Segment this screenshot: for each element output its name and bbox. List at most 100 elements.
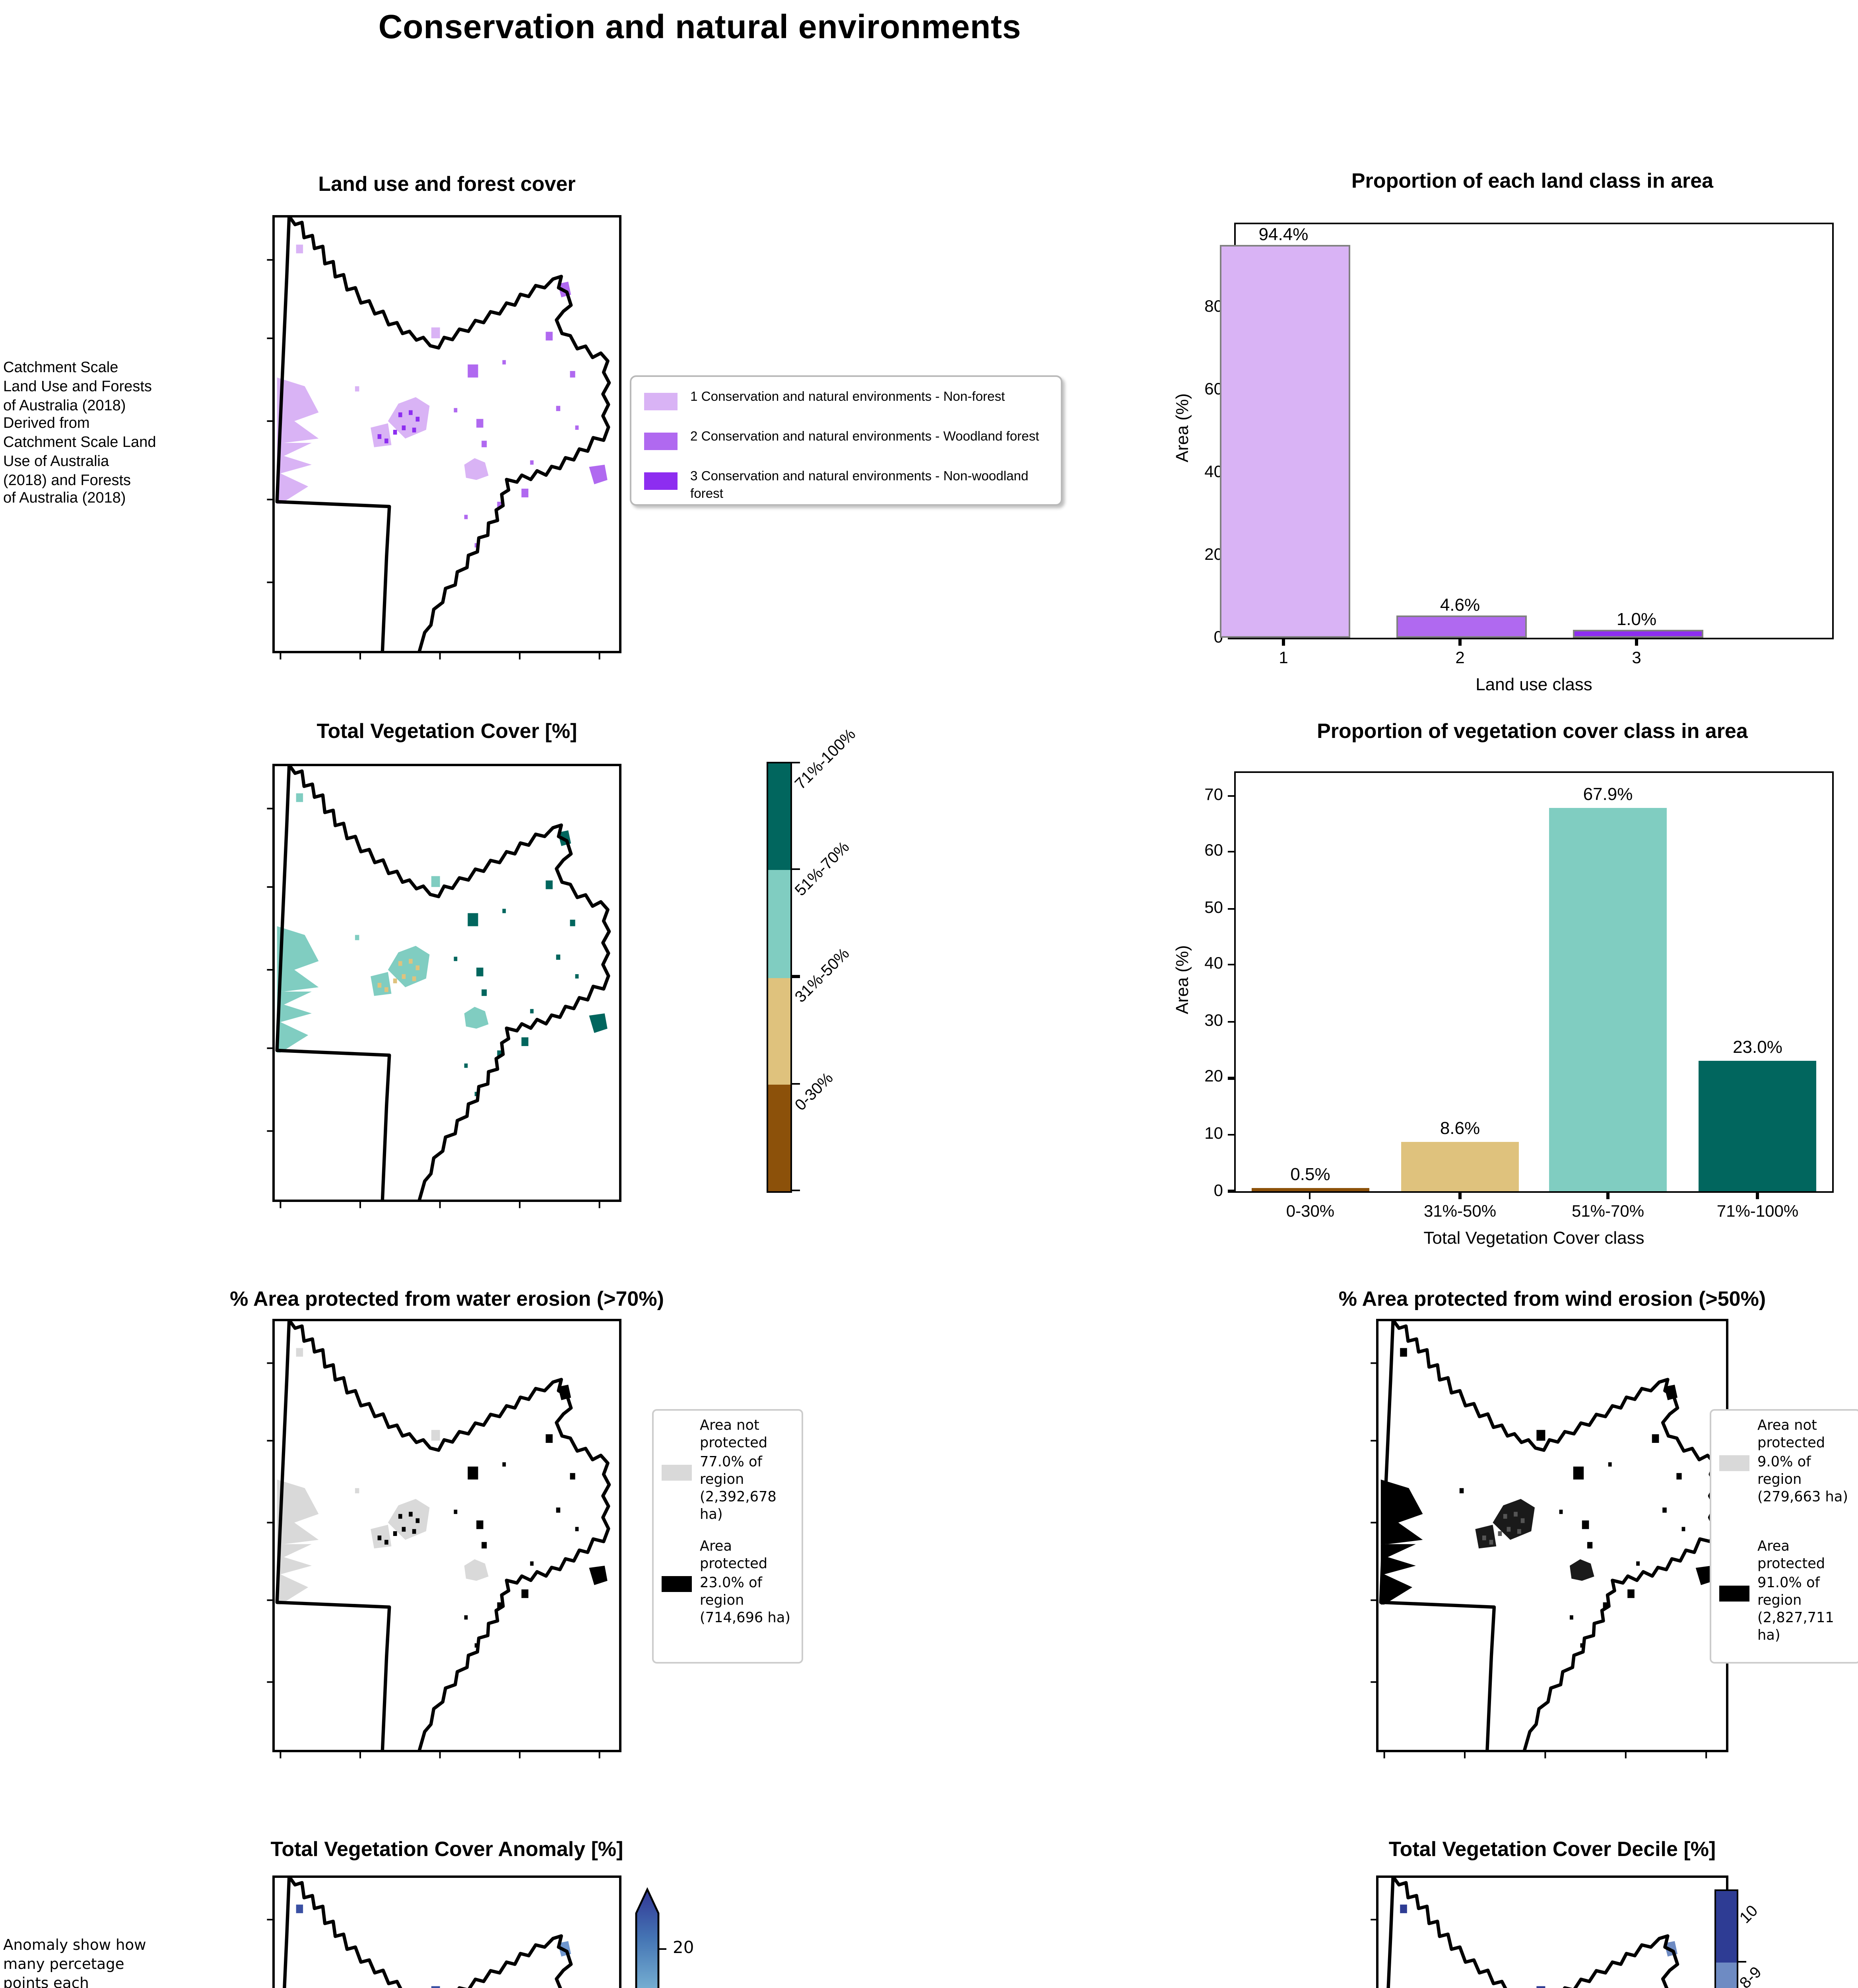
colorbar-segment [768, 763, 790, 870]
legend-item: Area not protected 77.0% of region (2,39… [662, 1419, 795, 1526]
colorbar [767, 762, 792, 1193]
y-tick-label: 40 [1204, 955, 1223, 974]
colorbar-segment [768, 977, 790, 1084]
map-title-wind-erosion: % Area protected from wind erosion (>50%… [1338, 1287, 1766, 1310]
x-tick-mark [1635, 638, 1638, 646]
y-tick-label: 60 [1204, 842, 1223, 861]
region-outline [1393, 1877, 1716, 1988]
colorbar-tick [792, 868, 800, 871]
y-tick-label: 20 [1204, 1068, 1223, 1087]
map-patches [1380, 1348, 1714, 1648]
y-tick-label: 70 [1204, 785, 1223, 804]
x-tick-label: 3 [1632, 649, 1641, 668]
y-tick-mark [1228, 907, 1236, 910]
map-title-anomaly: Total Vegetation Cover Anomaly [%] [270, 1837, 623, 1861]
anomaly-map [274, 1877, 620, 1988]
colorbar-tick [792, 975, 800, 978]
map-patches [277, 793, 608, 1096]
x-tick-mark [1459, 638, 1461, 646]
bar [1396, 615, 1527, 638]
bar [1220, 244, 1350, 638]
x-tick-label: 31%-50% [1423, 1202, 1497, 1221]
legend-item: Area protected 91.0% of region (2,827,71… [1719, 1540, 1853, 1647]
legend-swatch [644, 433, 678, 450]
wind-erosion-legend: Area not protected 9.0% of region (279,6… [1710, 1409, 1858, 1664]
page-title: Conservation and natural environments [378, 10, 1021, 46]
colorbar-tick [1738, 1960, 1746, 1962]
bar-value-label: 23.0% [1733, 1039, 1782, 1058]
y-tick-label: 50 [1204, 898, 1223, 918]
colorbar-segment [1716, 1963, 1737, 1988]
region-outline [289, 765, 609, 1201]
bar [1699, 1061, 1817, 1191]
colorbar-label: 51%-70% [792, 839, 854, 901]
legend-item: Area not protected 9.0% of region (279,6… [1719, 1419, 1853, 1508]
colorbar-label: 71%-100% [792, 726, 860, 794]
land-class-bar-chart: 0 20 40 60 80 94.4% 1 4.6% 2 1.0% 3 Land use class A… [1174, 223, 1834, 695]
water-erosion-legend: Area not protected 77.0% of region (2,39… [652, 1409, 803, 1664]
x-tick-mark [1282, 638, 1285, 646]
region-outline [1381, 1877, 1494, 1988]
bar-value-label: 67.9% [1583, 785, 1633, 804]
land-use-map [274, 216, 620, 652]
colorbar-tick [792, 1082, 800, 1085]
legend-swatch [1719, 1455, 1749, 1472]
y-tick-label: 30 [1204, 1011, 1223, 1031]
anomaly-colorbar [635, 1887, 660, 1988]
colorbar-segment [1716, 1891, 1737, 1963]
region-outline [1393, 1320, 1716, 1751]
map-title-land-use: Land use and forest cover [318, 172, 576, 196]
y-tick-mark [1228, 794, 1236, 797]
land-use-source-note: Catchment Scale Land Use and Forests of Au… [3, 359, 156, 508]
bar-value-label: 0.5% [1290, 1166, 1330, 1185]
wind-erosion-map [1377, 1320, 1727, 1751]
region-outline [1381, 1320, 1494, 1751]
x-tick-label: 1 [1279, 649, 1288, 668]
map-title-veg-cover: Total Vegetation Cover [%] [316, 719, 577, 743]
legend-item: 3 Conservation and natural environments … [644, 468, 1048, 503]
legend-label: 3 Conservation and natural environments … [690, 468, 1029, 501]
bar [1251, 1188, 1369, 1191]
map-frame [274, 1877, 620, 1988]
y-tick-label: 80 [1204, 297, 1223, 316]
y-tick-label: 0 [1213, 1181, 1223, 1200]
bar [1401, 1142, 1519, 1191]
chart-title-veg-class: Proportion of vegetation cover class in … [1317, 719, 1748, 743]
colorbar [1714, 1889, 1738, 1988]
x-tick-label: 2 [1455, 649, 1465, 668]
veg-cover-map [274, 765, 620, 1201]
bar-value-label: 8.6% [1440, 1120, 1480, 1140]
y-tick-mark [1228, 1190, 1236, 1192]
legend-label: 2 Conservation and natural environments … [690, 428, 1039, 444]
map-frame [1377, 1877, 1727, 1988]
bar [1573, 630, 1703, 638]
legend-swatch [1719, 1585, 1749, 1601]
legend-label: Area not protected 77.0% of region (2,39… [700, 1419, 777, 1524]
colorbar-label: 0-30% [792, 1069, 837, 1114]
region-outline [277, 765, 390, 1201]
y-tick-label: 10 [1204, 1124, 1223, 1143]
x-axis-label: Total Vegetation Cover class [1423, 1229, 1644, 1248]
region-outline [289, 1877, 609, 1988]
veg-class-bar-chart: 0 10 20 30 40 50 60 70 0.5% 0-30% 8.6% 31%-50% 67.9%… [1174, 771, 1834, 1248]
legend-swatch [644, 472, 678, 490]
legend-item: 2 Conservation and natural environments … [644, 428, 1048, 450]
legend-item: Area protected 23.0% of region (714,696 … [662, 1540, 795, 1629]
y-axis-label: Area (%) [1174, 393, 1193, 462]
x-tick-label: 51%-70% [1571, 1202, 1644, 1221]
region-outline [277, 1320, 390, 1751]
legend-swatch [644, 393, 678, 410]
y-tick-label: 0 [1213, 627, 1223, 646]
y-tick-label: 20 [1204, 545, 1223, 564]
y-tick-mark [1228, 1077, 1236, 1079]
legend-label: 1 Conservation and natural environments … [690, 388, 1005, 404]
legend-swatch [662, 1576, 692, 1592]
bar-value-label: 94.4% [1258, 225, 1309, 245]
y-tick-mark [1228, 964, 1236, 966]
region-outline [289, 1320, 609, 1751]
bar-value-label: 4.6% [1440, 596, 1480, 616]
legend-label: Area not protected 9.0% of region (279,6… [1757, 1419, 1848, 1506]
decile-map [1377, 1877, 1727, 1988]
colorbar-tick [792, 1189, 800, 1191]
